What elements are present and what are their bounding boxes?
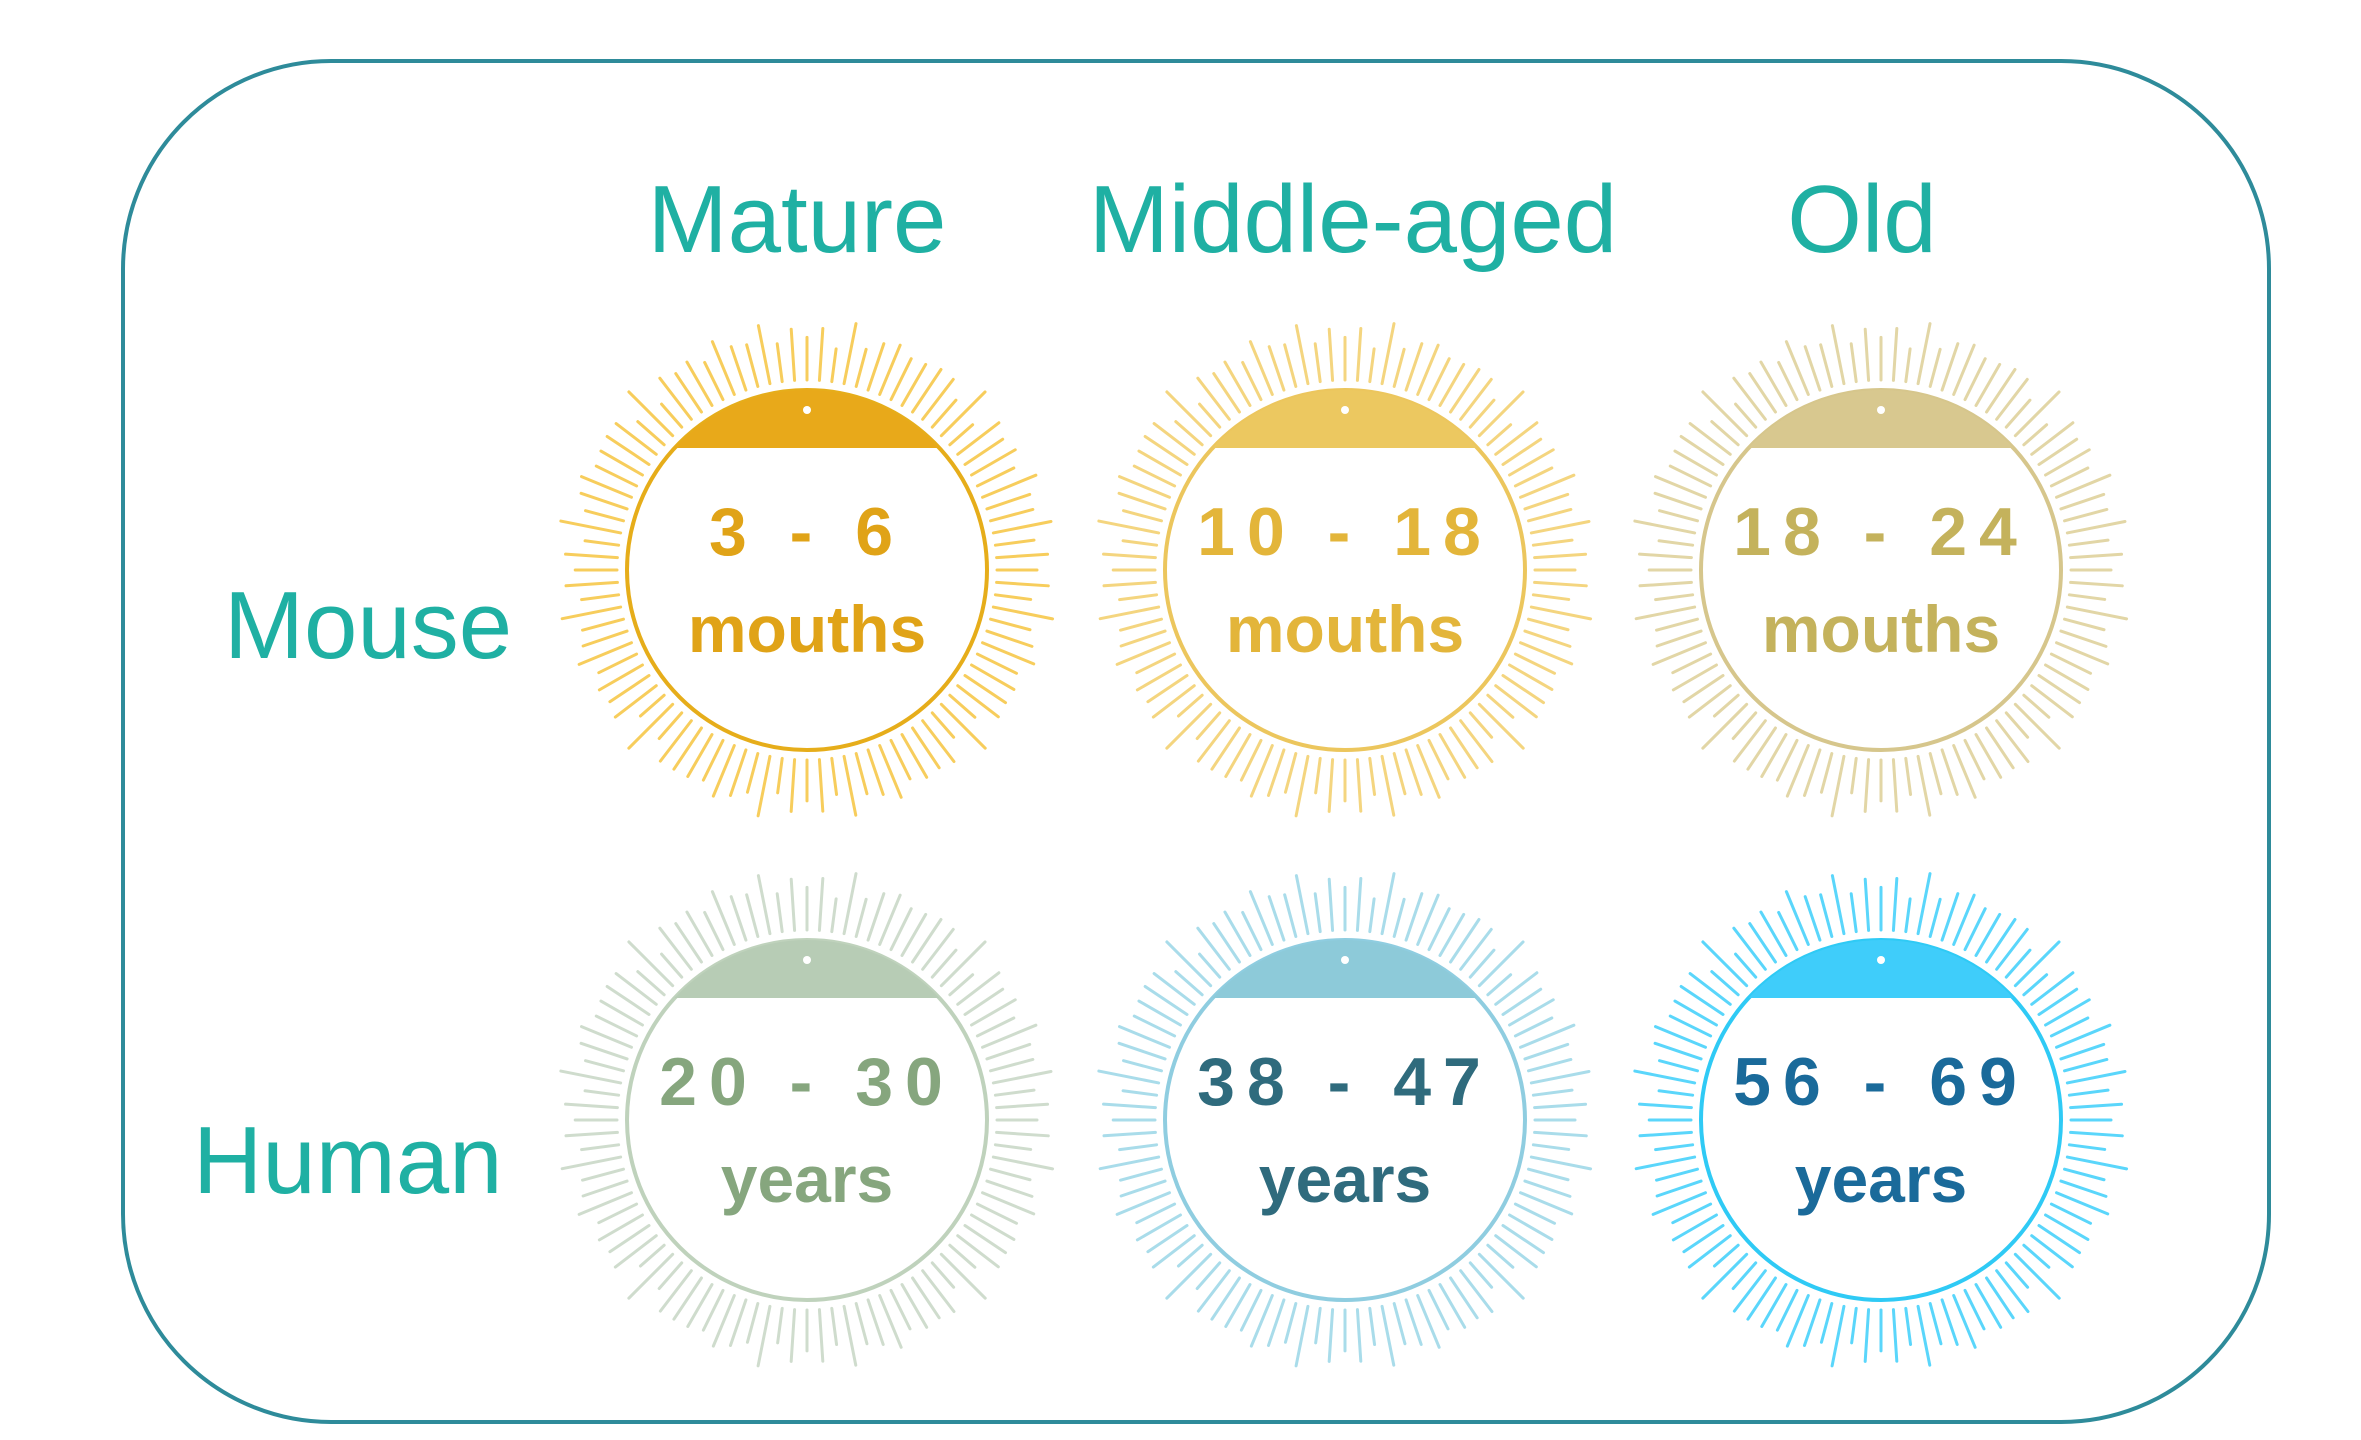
badge-mouse-middle-aged: 10 - 18 mouths (1095, 320, 1595, 820)
badge-unit: mouths (1225, 592, 1465, 666)
badge-cap (674, 940, 940, 998)
badge-cap (1212, 940, 1478, 998)
badge-range: 56 - 69 (1733, 1044, 2029, 1120)
sunburst-icon (1633, 872, 2129, 1368)
sunburst-rays (1633, 872, 2129, 1368)
badge-cap-dot (1877, 956, 1885, 964)
sunburst-icon (1097, 872, 1593, 1368)
badge-unit: mouths (687, 592, 927, 666)
badge-cap (674, 390, 940, 448)
column-header-mature: Mature (647, 166, 947, 273)
badge-cap-dot (1341, 956, 1349, 964)
sunburst-icon (1097, 322, 1593, 818)
badge-range: 10 - 18 (1197, 494, 1493, 570)
badge-cap (1748, 940, 2014, 998)
badge-cap-dot (1341, 406, 1349, 414)
sunburst-rays (1097, 872, 1593, 1368)
sunburst-icon (559, 872, 1055, 1368)
badge-human-old: 56 - 69 years (1631, 870, 2131, 1370)
badge-cap-dot (1877, 406, 1885, 414)
badge-range: 18 - 24 (1733, 494, 2029, 570)
column-header-old: Old (1787, 166, 1937, 273)
badge-cap (1212, 390, 1478, 448)
column-header-middle-aged: Middle-aged (1088, 166, 1618, 273)
badge-cap (1748, 390, 2014, 448)
sunburst-rays (1633, 322, 2129, 818)
badge-range: 20 - 30 (659, 1044, 955, 1120)
badge-cap-dot (803, 406, 811, 414)
sunburst-rays (1097, 322, 1593, 818)
badge-unit: years (720, 1142, 894, 1216)
badge-mouse-old: 18 - 24 mouths (1631, 320, 2131, 820)
badge-unit: years (1794, 1142, 1968, 1216)
badge-unit: mouths (1761, 592, 2001, 666)
row-header-mouse: Mouse (224, 572, 513, 679)
sunburst-rays (559, 872, 1055, 1368)
badge-unit: years (1258, 1142, 1432, 1216)
badge-mouse-mature: 3 - 6 mouths (557, 320, 1057, 820)
badge-cap-dot (803, 956, 811, 964)
sunburst-rays (559, 322, 1055, 818)
row-header-human: Human (193, 1107, 503, 1214)
badge-human-mature: 20 - 30 years (557, 870, 1057, 1370)
sunburst-icon (559, 322, 1055, 818)
badge-range: 3 - 6 (708, 494, 906, 570)
rounded-frame (121, 59, 2271, 1424)
badge-range: 38 - 47 (1197, 1044, 1493, 1120)
sunburst-icon (1633, 322, 2129, 818)
badge-human-middle-aged: 38 - 47 years (1095, 870, 1595, 1370)
